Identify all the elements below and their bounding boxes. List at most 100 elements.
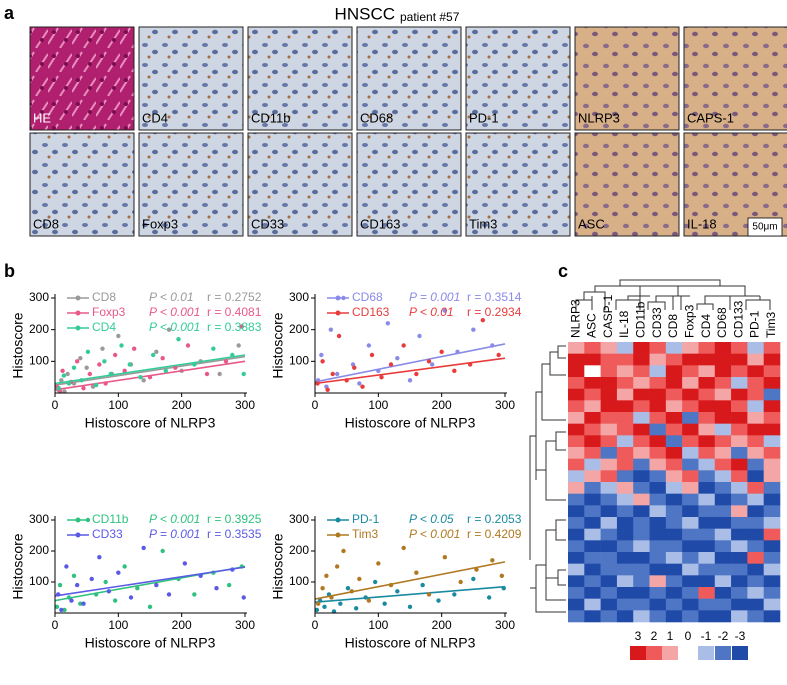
colorbar-label: -3 <box>735 629 746 643</box>
heat-cell <box>763 505 781 518</box>
point <box>131 346 137 351</box>
heat-cell <box>731 423 748 436</box>
heat-cell <box>731 563 748 576</box>
column-label: CD33 <box>650 307 664 338</box>
heat-cell <box>682 423 699 436</box>
point <box>452 592 457 597</box>
heat-cell <box>747 528 764 541</box>
legend-name: Tim3 <box>352 527 379 541</box>
legend-p: P < 0.01 <box>409 305 454 319</box>
heat-cell <box>731 505 748 518</box>
legend-r: r = 0.2934 <box>467 305 522 319</box>
heat-cell <box>698 353 716 366</box>
heat-cell <box>649 575 667 588</box>
heat-cell <box>714 610 732 623</box>
point <box>122 564 127 569</box>
heat-cell <box>731 365 748 378</box>
heat-cell <box>633 412 650 424</box>
heat-cell <box>584 377 601 389</box>
point <box>128 595 134 600</box>
heat-cell <box>600 377 618 389</box>
point <box>81 386 86 391</box>
tile-label: CAPS-1 <box>687 110 734 125</box>
heat-cell <box>747 563 764 576</box>
legend-r: r = 0.2053 <box>467 512 522 526</box>
heat-cell <box>665 482 683 494</box>
heat-cell <box>682 563 699 576</box>
point <box>325 387 330 393</box>
tile-label: CD68 <box>360 110 393 125</box>
tissue-image <box>465 132 571 237</box>
heat-cell <box>568 598 585 611</box>
heat-cell <box>649 447 667 459</box>
heat-cell <box>584 598 601 611</box>
legend-p: P = 0.001 <box>149 527 200 541</box>
heat-cell <box>747 435 764 448</box>
point <box>452 368 457 374</box>
heat-cell <box>665 575 683 588</box>
x-tick-label: 300 <box>235 398 255 412</box>
legend-marker <box>75 310 81 316</box>
point <box>119 343 124 348</box>
heat-cell <box>568 610 585 623</box>
column-dendrogram <box>575 279 771 310</box>
y-tick-label: 200 <box>289 322 309 336</box>
heat-cell <box>714 400 732 413</box>
heat-cell <box>584 587 601 599</box>
point <box>150 352 156 358</box>
heat-cell <box>698 552 716 564</box>
x-tick-label: 0 <box>52 398 59 412</box>
heat-cell <box>763 470 781 483</box>
heat-cell <box>584 528 601 541</box>
heat-cell <box>616 435 634 448</box>
point <box>420 582 425 588</box>
heat-cell <box>633 575 650 588</box>
legend-name: CD11b <box>92 512 129 526</box>
tissue-image <box>138 26 244 131</box>
point <box>122 368 127 374</box>
heat-cell <box>731 412 748 424</box>
x-tick-label: 200 <box>172 398 192 412</box>
heat-cell <box>600 482 618 494</box>
heat-cell <box>665 412 683 424</box>
legend-marker <box>75 295 81 301</box>
heat-cell <box>600 493 618 506</box>
x-tick-label: 100 <box>108 618 128 632</box>
panel-label: b <box>4 261 15 281</box>
point <box>407 378 413 383</box>
point <box>314 607 320 613</box>
legend-marker <box>75 532 81 538</box>
heat-cell <box>731 482 748 494</box>
point <box>192 592 197 597</box>
y-axis-label: Histoscore <box>270 312 286 378</box>
heat-cell <box>714 517 732 529</box>
colorbar-swatch <box>715 646 731 660</box>
heat-cell <box>747 423 764 436</box>
heat-cell <box>633 482 650 494</box>
heat-cell <box>714 575 732 588</box>
point <box>334 564 340 569</box>
point <box>61 373 67 378</box>
point <box>353 606 359 611</box>
fit-line <box>54 355 246 386</box>
heat-cell <box>633 458 650 471</box>
y-axis-label: Histoscore <box>10 533 26 599</box>
heat-cell <box>714 435 732 448</box>
heat-cell <box>763 540 781 553</box>
column-label: CD4 <box>699 314 713 338</box>
heat-cell <box>616 388 634 401</box>
heat-cell <box>763 400 781 413</box>
column-label: CD11b <box>634 301 648 338</box>
legend-p: P < 0.001 <box>149 320 200 334</box>
point <box>490 558 495 563</box>
heat-cell <box>763 435 781 448</box>
heat-cell <box>714 377 732 389</box>
point <box>214 586 219 591</box>
tile-label: CD11b <box>251 110 291 125</box>
heat-cell <box>698 412 716 424</box>
heat-cell <box>714 353 732 366</box>
tile-label: HE <box>33 110 51 125</box>
point <box>59 378 64 383</box>
colorbar-swatch <box>662 646 678 660</box>
x-tick-label: 100 <box>368 398 388 412</box>
